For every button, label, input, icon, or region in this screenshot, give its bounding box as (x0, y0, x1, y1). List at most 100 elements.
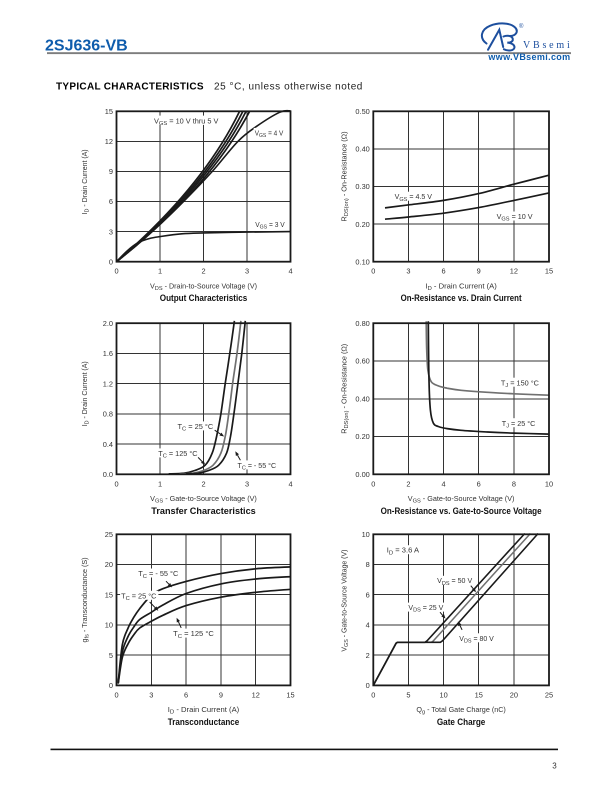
svg-text:ID​ = 3.6 A: ID​ = 3.6 A (387, 546, 419, 557)
svg-text:0.40: 0.40 (355, 145, 369, 154)
svg-text:4: 4 (442, 479, 446, 488)
svg-text:VBsemi: VBsemi (523, 40, 573, 51)
svg-text:9: 9 (219, 690, 223, 699)
svg-text:2.0: 2.0 (103, 319, 113, 328)
svg-text:10: 10 (545, 479, 553, 488)
svg-text:ID​ - Drain Current (A): ID​ - Drain Current (A) (425, 281, 497, 292)
svg-text:1.6: 1.6 (103, 349, 113, 358)
svg-text:0.20: 0.20 (355, 220, 369, 229)
svg-text:20: 20 (510, 690, 518, 699)
svg-text:6: 6 (477, 479, 481, 488)
svg-text:TC​ = 125 °C: TC​ = 125 °C (173, 629, 214, 640)
svg-text:2: 2 (201, 479, 205, 488)
svg-text:12: 12 (510, 267, 518, 276)
svg-text:3: 3 (245, 479, 249, 488)
svg-text:4: 4 (366, 621, 370, 630)
svg-text:25: 25 (105, 530, 113, 539)
svg-text:0.8: 0.8 (103, 410, 113, 419)
svg-text:ID​ - Drain Current (A): ID​ - Drain Current (A) (80, 361, 91, 426)
svg-text:Gate Charge: Gate Charge (437, 717, 486, 727)
svg-text:3: 3 (552, 762, 557, 771)
svg-text:0: 0 (114, 690, 118, 699)
svg-text:gfs​ - Transconductance (S): gfs​ - Transconductance (S) (80, 558, 91, 643)
svg-text:VGS​ = 10 V: VGS​ = 10 V (497, 212, 533, 223)
svg-text:0.00: 0.00 (355, 470, 369, 479)
svg-text:5: 5 (109, 651, 113, 660)
svg-text:0.60: 0.60 (355, 357, 369, 366)
svg-text:10: 10 (439, 690, 447, 699)
svg-text:RDS(on)​ - On-Resistance (Ω): RDS(on)​ - On-Resistance (Ω) (339, 344, 350, 434)
svg-text:VDS​ = 50 V: VDS​ = 50 V (437, 576, 472, 587)
svg-text:TJ​ = 25 °C: TJ​ = 25 °C (502, 419, 536, 430)
svg-text:0: 0 (109, 681, 113, 690)
svg-text:Transconductance: Transconductance (168, 717, 240, 727)
svg-text:1: 1 (158, 479, 162, 488)
svg-text:VGS​ = 4.5 V: VGS​ = 4.5 V (395, 192, 432, 203)
svg-text:0.10: 0.10 (355, 257, 369, 266)
svg-text:9: 9 (477, 267, 481, 276)
svg-text:8: 8 (512, 479, 516, 488)
svg-text:VGS​ - Gate-to-Source Voltage: VGS​ - Gate-to-Source Voltage (V) (339, 550, 350, 652)
svg-text:8: 8 (366, 560, 370, 569)
svg-text:15: 15 (286, 690, 294, 699)
svg-text:0: 0 (109, 257, 113, 266)
svg-text:TC​ = 125 °C: TC​ = 125 °C (158, 449, 198, 460)
svg-text:On-Resistance vs. Gate-to-Sour: On-Resistance vs. Gate-to-Source Voltage (381, 506, 542, 516)
svg-text:25: 25 (545, 690, 553, 699)
svg-text:VDS​ - Drain-to-Source Voltage: VDS​ - Drain-to-Source Voltage (V) (150, 281, 257, 292)
svg-text:12: 12 (252, 690, 260, 699)
svg-text:2: 2 (406, 479, 410, 488)
svg-text:10: 10 (105, 621, 113, 630)
svg-text:Transfer Characteristics: Transfer Characteristics (151, 506, 256, 516)
svg-text:www.VBsemi.com: www.VBsemi.com (487, 52, 570, 62)
svg-text:ID​ - Drain Current (A): ID​ - Drain Current (A) (80, 149, 91, 214)
svg-text:VGS​ = 3 V: VGS​ = 3 V (255, 220, 285, 231)
svg-text:6: 6 (366, 590, 370, 599)
svg-text:ID​ - Drain Current (A): ID​ - Drain Current (A) (168, 705, 240, 716)
svg-text:3: 3 (109, 227, 113, 236)
svg-text:0: 0 (371, 479, 375, 488)
svg-text:0.20: 0.20 (355, 432, 369, 441)
svg-text:5: 5 (406, 690, 410, 699)
svg-text:VDS​ = 80 V: VDS​ = 80 V (459, 634, 494, 645)
svg-text:6: 6 (184, 690, 188, 699)
svg-text:VGS​ - Gate-to-Source Voltage: VGS​ - Gate-to-Source Voltage (V) (150, 494, 257, 505)
svg-text:1: 1 (158, 267, 162, 276)
svg-text:9: 9 (109, 167, 113, 176)
svg-text:3: 3 (149, 690, 153, 699)
svg-text:Output Characteristics: Output Characteristics (160, 293, 248, 303)
svg-text:15: 15 (545, 267, 553, 276)
svg-text:0.30: 0.30 (355, 182, 369, 191)
svg-text:6: 6 (442, 267, 446, 276)
svg-text:VGS​ - Gate-to-Source Voltage: VGS​ - Gate-to-Source Voltage (V) (408, 494, 515, 505)
svg-text:2SJ636-VB: 2SJ636-VB (45, 37, 128, 54)
svg-text:15: 15 (105, 590, 113, 599)
svg-text:RDS(on)​ - On-Resistance (Ω): RDS(on)​ - On-Resistance (Ω) (339, 132, 350, 222)
svg-text:0.80: 0.80 (355, 319, 369, 328)
svg-text:VGS​ = 10 V thru 5 V: VGS​ = 10 V thru 5 V (154, 116, 218, 127)
svg-text:4: 4 (288, 479, 292, 488)
svg-text:TC​ = 25 °C: TC​ = 25 °C (178, 422, 214, 433)
svg-text:2: 2 (366, 651, 370, 660)
svg-text:1.2: 1.2 (103, 379, 113, 388)
svg-text:0: 0 (114, 479, 118, 488)
svg-text:25 °C, unless otherwise noted: 25 °C, unless otherwise noted (214, 82, 363, 93)
svg-text:TC​ = - 55 °C: TC​ = - 55 °C (138, 569, 179, 580)
svg-text:0.40: 0.40 (355, 394, 369, 403)
svg-text:0: 0 (371, 267, 375, 276)
svg-text:TC​ = - 55 °C: TC​ = - 55 °C (238, 461, 277, 472)
svg-text:6: 6 (109, 197, 113, 206)
svg-text:TJ​ = 150 °C: TJ​ = 150 °C (501, 378, 540, 389)
svg-text:TC​ = 25 °C: TC​ = 25 °C (121, 591, 157, 602)
svg-text:0.50: 0.50 (355, 107, 369, 116)
svg-text:0.0: 0.0 (103, 470, 113, 479)
svg-text:Qg​ - Total Gate Charge (nC): Qg​ - Total Gate Charge (nC) (416, 705, 506, 716)
svg-text:®: ® (519, 23, 524, 30)
svg-text:15: 15 (475, 690, 483, 699)
svg-text:0: 0 (114, 267, 118, 276)
svg-text:4: 4 (288, 267, 292, 276)
svg-text:20: 20 (105, 560, 113, 569)
svg-text:On-Resistance vs. Drain Curren: On-Resistance vs. Drain Current (401, 293, 522, 303)
svg-text:VGS​ = 4 V: VGS​ = 4 V (255, 128, 284, 139)
svg-text:0.4: 0.4 (103, 440, 113, 449)
